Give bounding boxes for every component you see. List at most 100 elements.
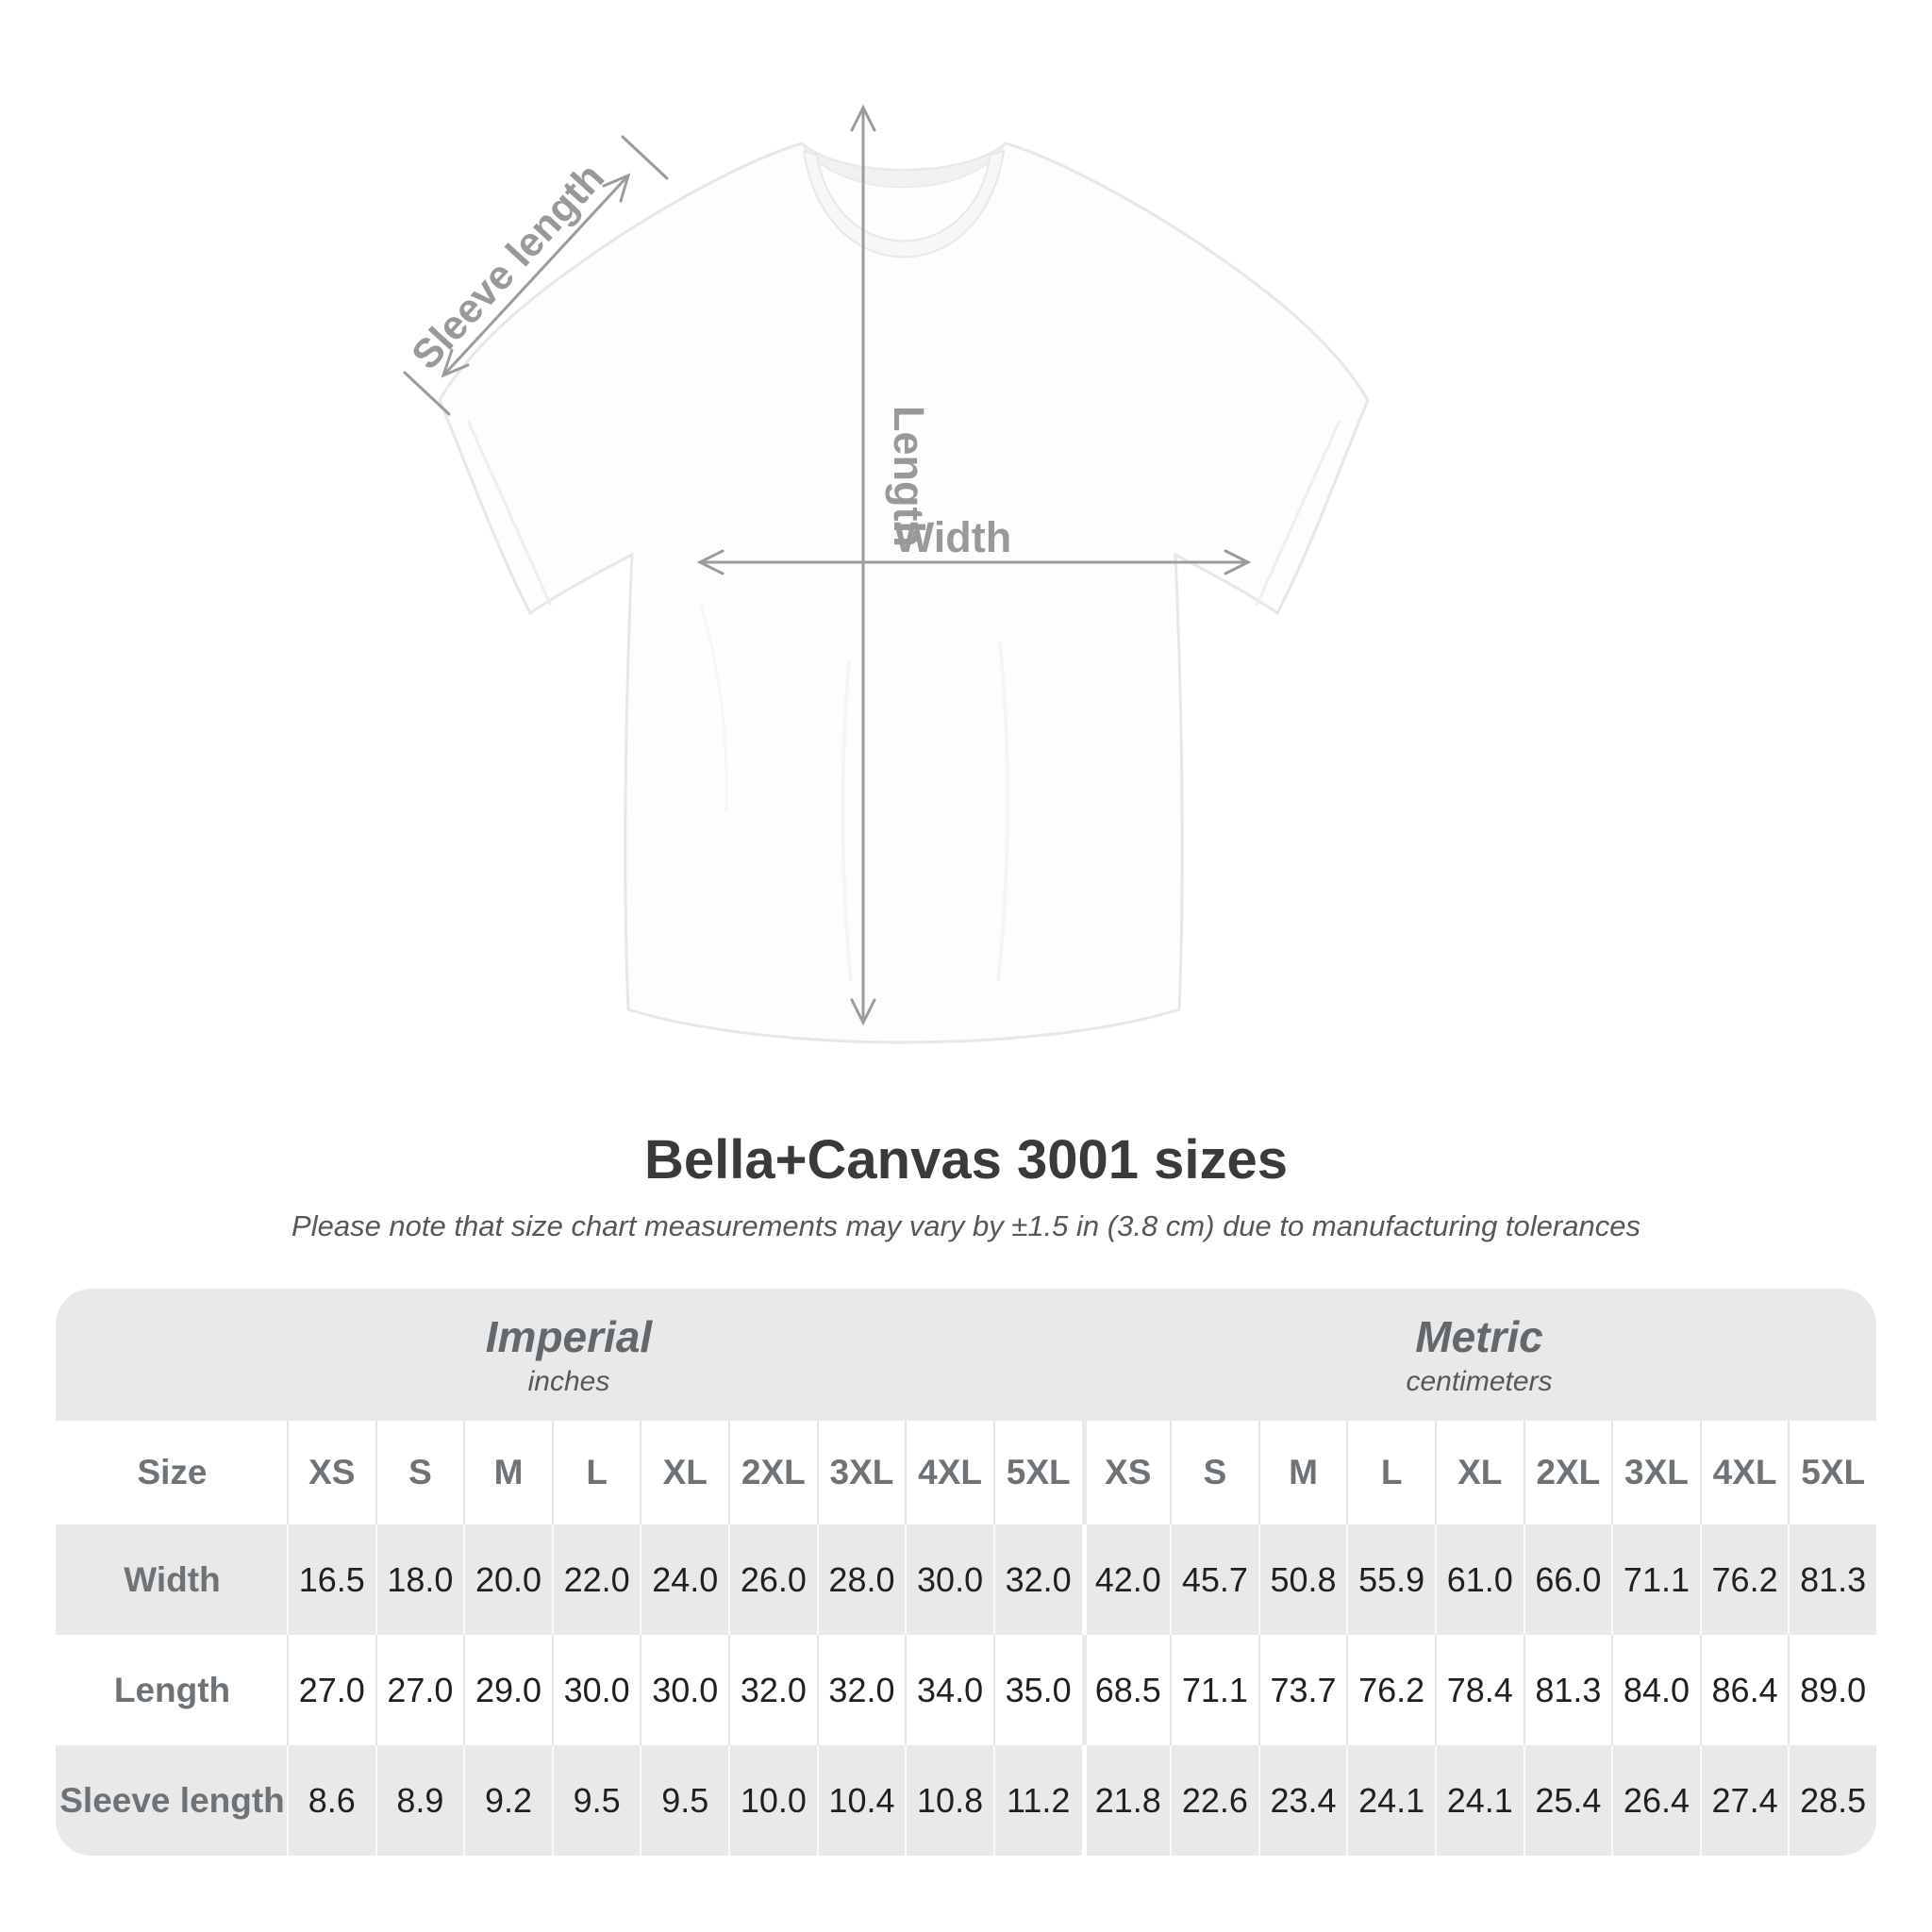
metric-value-cell: 81.3 [1523,1635,1612,1745]
imperial-size-header: XL [640,1421,728,1524]
width-arrow [696,549,1252,575]
size-table-grid: Size XS S M L XL 2XL 3XL 4XL 5XL XS S M L XL 2XL 3XL 4XL 5… [56,1421,1876,1856]
imperial-value-cell: 22.0 [551,1524,641,1635]
imperial-size-header: 4XL [905,1421,993,1524]
metric-size-header: L [1346,1421,1435,1524]
page-subtitle: Please note that size chart measurements… [291,1209,1641,1242]
table-row: Width 16.5 18.0 20.0 22.0 24.0 26.0 28.0 30.0 32.… [56,1524,1876,1635]
metric-value-cell: 25.4 [1523,1745,1612,1856]
metric-value-cell: 84.0 [1611,1635,1700,1745]
imperial-value-cell: 10.8 [905,1745,993,1856]
imperial-size-header: S [375,1421,464,1524]
metric-size-header: XS [1081,1421,1171,1524]
imperial-value-cell: 9.5 [640,1745,728,1856]
measurement-row-label: Width [124,1559,221,1599]
measurement-row-label: Sleeve length [59,1780,285,1820]
imperial-value-cell: 32.0 [816,1635,906,1745]
metric-value-cell: 71.1 [1170,1635,1258,1745]
sleeve-arrow-end-tick [621,135,669,180]
metric-value-cell: 76.2 [1346,1635,1435,1745]
metric-value-cell: 45.7 [1170,1524,1258,1635]
metric-value-cell: 73.7 [1257,1635,1347,1745]
imperial-value-cell: 27.0 [375,1635,464,1745]
imperial-value-cell: 28.0 [816,1524,906,1635]
metric-size-header: 2XL [1523,1421,1612,1524]
collar-ribbing [802,149,1006,258]
imperial-value-cell: 32.0 [728,1635,817,1745]
metric-value-cell: 27.4 [1699,1745,1789,1856]
metric-value-cell: 66.0 [1523,1524,1612,1635]
metric-value-cell: 86.4 [1699,1635,1789,1745]
imperial-value-cell: 24.0 [640,1524,728,1635]
table-row: Sleeve length 8.6 8.9 9.2 9.5 9.5 10.0 10.4 10.8… [56,1745,1876,1856]
imperial-value-cell: 9.2 [463,1745,552,1856]
tshirt-measurement-diagram: Sleeve length Length Width [403,104,1370,1044]
sleeve-length-arrow [403,135,669,416]
imperial-value-cell: 8.9 [375,1745,464,1856]
imperial-value-cell: 10.0 [728,1745,817,1856]
metric-value-cell: 50.8 [1257,1524,1347,1635]
fabric-wrinkle [841,659,853,982]
length-arrow [850,104,876,1026]
metric-value-cell: 71.1 [1611,1524,1700,1635]
imperial-value-cell: 30.0 [905,1524,993,1635]
sleeve-arrow-end-tick [403,371,451,416]
metric-value-cell: 81.3 [1788,1524,1876,1635]
imperial-size-header: 2XL [728,1421,817,1524]
metric-value-cell: 42.0 [1081,1524,1171,1635]
metric-unit-label: centimeters [1406,1366,1553,1397]
table-row: Size XS S M L XL 2XL 3XL 4XL 5XL XS S M L XL 2XL 3XL 4XL 5… [56,1421,1876,1524]
imperial-unit-label: inches [527,1366,610,1397]
imperial-value-cell: 11.2 [992,1745,1082,1856]
tshirt-photo [438,142,1370,1044]
imperial-value-cell: 26.0 [728,1524,817,1635]
back-collar [801,142,1007,189]
metric-value-cell: 21.8 [1081,1745,1171,1856]
imperial-label: Imperial [485,1312,653,1361]
imperial-value-cell: 16.5 [287,1524,375,1635]
unit-group-header-row: Imperial inches Metric centimeters [56,1289,1876,1421]
measurement-row-label: Length [113,1670,231,1709]
imperial-size-header: 3XL [816,1421,906,1524]
metric-size-header: S [1170,1421,1258,1524]
table-row: Length 27.0 27.0 29.0 30.0 30.0 32.0 32.0 34.0 35… [56,1635,1876,1745]
imperial-value-cell: 10.4 [816,1745,906,1856]
metric-size-header: 5XL [1788,1421,1876,1524]
fabric-wrinkle [698,603,728,812]
imperial-value-cell: 9.5 [551,1745,641,1856]
imperial-size-header: 5XL [992,1421,1082,1524]
metric-value-cell: 24.1 [1434,1745,1524,1856]
imperial-value-cell: 32.0 [992,1524,1082,1635]
left-sleeve-cuff-line [466,420,553,607]
length-label: Length [885,406,933,547]
imperial-value-cell: 18.0 [375,1524,464,1635]
imperial-size-header: XS [287,1421,375,1524]
metric-value-cell: 55.9 [1346,1524,1435,1635]
imperial-group-header: Imperial inches [56,1289,1082,1421]
metric-value-cell: 76.2 [1699,1524,1789,1635]
imperial-size-header: M [463,1421,552,1524]
metric-value-cell: 28.5 [1788,1745,1876,1856]
metric-group-header: Metric centimeters [1082,1289,1876,1421]
metric-value-cell: 68.5 [1081,1635,1171,1745]
right-sleeve-cuff-line [1255,420,1341,607]
metric-value-cell: 78.4 [1434,1635,1524,1745]
metric-value-cell: 89.0 [1788,1635,1876,1745]
tshirt-body [438,142,1370,1044]
imperial-size-header: L [551,1421,641,1524]
metric-size-header: M [1257,1421,1347,1524]
metric-value-cell: 23.4 [1257,1745,1347,1856]
fabric-wrinkle [996,641,1010,982]
imperial-value-cell: 30.0 [551,1635,641,1745]
imperial-value-cell: 20.0 [463,1524,552,1635]
imperial-value-cell: 35.0 [992,1635,1082,1745]
metric-size-header: 3XL [1611,1421,1700,1524]
size-corner-header: Size [137,1453,208,1491]
metric-label: Metric [1415,1312,1543,1361]
width-label: Width [894,513,1012,561]
imperial-value-cell: 8.6 [287,1745,375,1856]
imperial-value-cell: 30.0 [640,1635,728,1745]
metric-size-header: 4XL [1699,1421,1789,1524]
imperial-value-cell: 27.0 [287,1635,375,1745]
